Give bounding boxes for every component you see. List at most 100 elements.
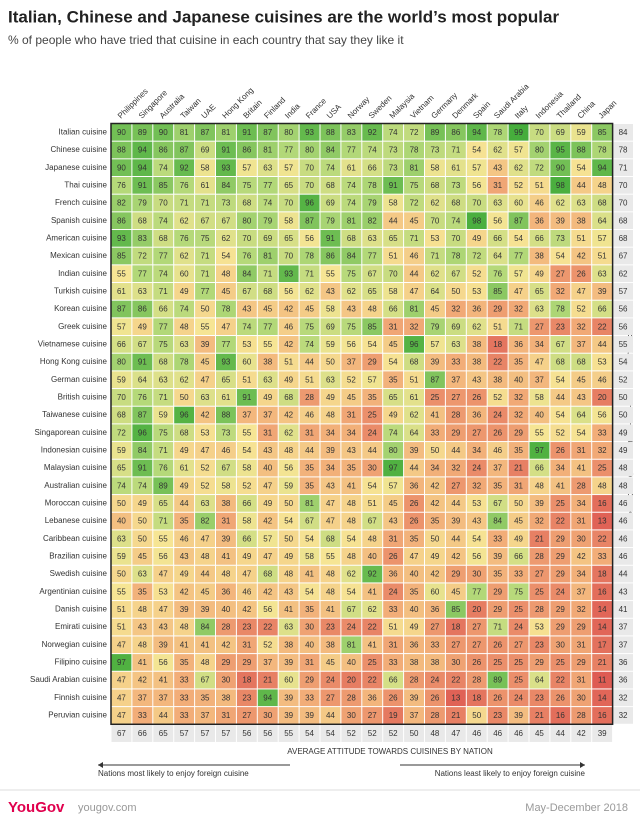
cell-label: 74: [263, 199, 272, 208]
cell: [320, 459, 341, 477]
cell-label: 76: [180, 181, 189, 190]
cell: [174, 389, 195, 406]
cell-label: 53: [201, 428, 210, 437]
column-average-cell: [320, 725, 341, 742]
cell: [174, 300, 195, 318]
cell-label: 54: [556, 252, 565, 261]
cell-label: 23: [535, 693, 544, 702]
cell: [299, 583, 320, 601]
cell: [529, 371, 550, 389]
cell-label: 53: [472, 499, 481, 508]
cell-label: 55: [159, 534, 168, 543]
cell-label: 55: [242, 428, 251, 437]
cell-label: 71: [180, 199, 189, 208]
cell: [132, 124, 153, 141]
cell: [362, 442, 383, 459]
cell-label: 63: [598, 269, 607, 278]
cell: [383, 565, 404, 583]
row-average: 55: [619, 340, 628, 349]
cell: [571, 601, 592, 618]
cell-label: 46: [221, 446, 230, 455]
cell-label: 77: [472, 587, 481, 596]
cell: [299, 230, 320, 247]
cell-label: 31: [577, 676, 586, 685]
cell-label: 76: [117, 181, 126, 190]
cell-label: 49: [263, 393, 272, 402]
cell-label: 27: [556, 269, 565, 278]
cell-label: 30: [577, 693, 586, 702]
row-average-cell: [613, 548, 633, 565]
cell: [383, 283, 404, 300]
cell: [257, 283, 278, 300]
cell: [550, 636, 571, 654]
cell-label: 68: [117, 411, 126, 420]
x-axis-label: AVERAGE ATTITUDE TOWARDS CUISINES BY NAT…: [287, 747, 493, 756]
cell-label: 61: [451, 163, 460, 172]
cell: [111, 618, 132, 636]
cell-label: 50: [472, 711, 481, 720]
row-average-cell: [613, 389, 633, 406]
cell: [592, 159, 613, 177]
cell-label: 86: [117, 216, 126, 225]
cell-label: 29: [493, 587, 502, 596]
row-average: 41: [619, 605, 628, 614]
cell: [195, 353, 215, 371]
cell-label: 27: [472, 428, 481, 437]
cell-label: 71: [201, 199, 210, 208]
cell-label: 50: [284, 534, 293, 543]
cell-label: 27: [535, 570, 544, 579]
column-average-cell: [153, 725, 174, 742]
cell: [278, 177, 299, 194]
cell: [132, 141, 153, 159]
cell: [383, 530, 404, 548]
cell-label: 20: [347, 676, 356, 685]
row-average-cell: [613, 124, 633, 141]
cell: [445, 442, 466, 459]
cell: [111, 601, 132, 618]
cell: [529, 671, 550, 689]
cell-label: 62: [180, 216, 189, 225]
cell: [487, 548, 508, 565]
cell: [299, 618, 320, 636]
cell: [257, 707, 278, 724]
cell-label: 29: [556, 623, 565, 632]
cell-label: 48: [201, 658, 210, 667]
cell: [216, 601, 236, 618]
cell: [362, 406, 383, 424]
cell-label: 42: [284, 305, 293, 314]
cell-label: 52: [472, 269, 481, 278]
cell: [404, 336, 424, 353]
cell: [195, 707, 215, 724]
cell-label: 21: [263, 676, 272, 685]
cell: [341, 512, 362, 530]
cell-label: 35: [347, 464, 356, 473]
cell: [153, 124, 174, 141]
cell: [153, 389, 174, 406]
cell-label: 68: [430, 181, 439, 190]
cell: [236, 636, 257, 654]
cell-label: 30: [556, 640, 565, 649]
column-average-cell: [111, 725, 132, 742]
cell-label: 41: [368, 587, 377, 596]
cell-label: 29: [556, 605, 565, 614]
cell: [508, 159, 529, 177]
cell-label: 13: [598, 517, 607, 526]
cell-label: 25: [430, 393, 439, 402]
cell: [404, 371, 424, 389]
cell-label: 51: [117, 623, 126, 632]
cell-label: 71: [201, 269, 210, 278]
cell: [153, 671, 174, 689]
cell-label: 87: [430, 375, 439, 384]
cell: [383, 371, 404, 389]
cell-label: 31: [305, 428, 314, 437]
cell: [153, 247, 174, 265]
cell: [550, 300, 571, 318]
cell: [362, 671, 383, 689]
column-average-cell: [299, 725, 320, 742]
cell-label: 45: [138, 552, 147, 561]
cell-label: 38: [263, 358, 272, 367]
row-average-cell: [613, 177, 633, 194]
cell-label: 56: [347, 340, 356, 349]
cell-label: 48: [221, 269, 230, 278]
cell: [529, 212, 550, 230]
